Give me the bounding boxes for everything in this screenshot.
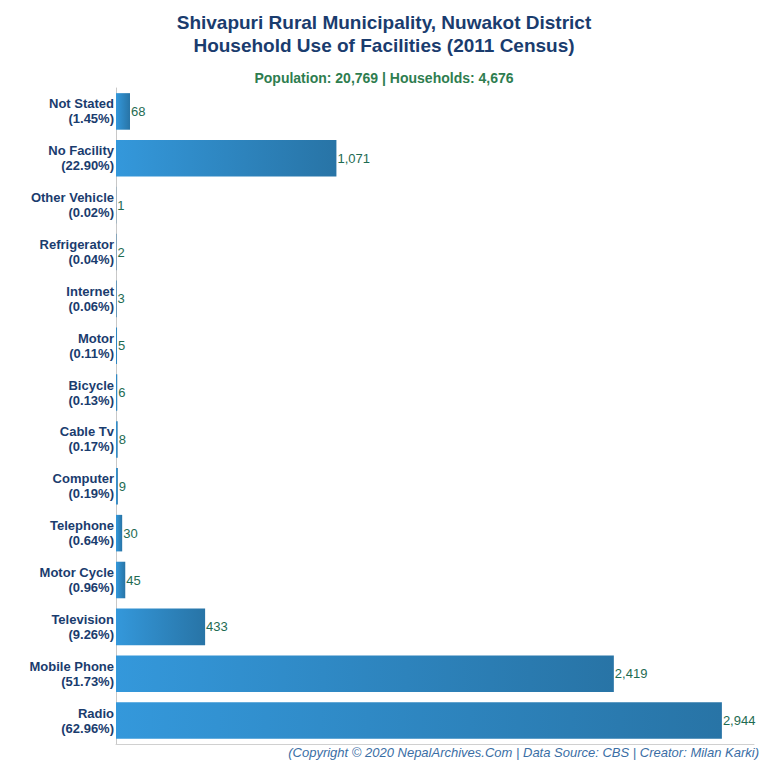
svg-text:Refrigerator: Refrigerator <box>40 237 114 252</box>
svg-text:(0.06%): (0.06%) <box>68 299 114 314</box>
svg-text:8: 8 <box>119 432 126 447</box>
svg-text:(0.11%): (0.11%) <box>69 346 114 361</box>
svg-text:Telephone: Telephone <box>50 518 114 533</box>
svg-text:Radio: Radio <box>78 706 114 721</box>
svg-text:(22.90%): (22.90%) <box>61 158 114 173</box>
svg-text:Mobile Phone: Mobile Phone <box>30 659 115 674</box>
svg-text:Household Use of Facilities (2: Household Use of Facilities (2011 Census… <box>193 35 574 56</box>
svg-text:Computer: Computer <box>53 471 114 486</box>
svg-text:(1.45%): (1.45%) <box>68 111 114 126</box>
svg-text:Internet: Internet <box>66 284 114 299</box>
svg-text:2,419: 2,419 <box>615 666 648 681</box>
svg-text:(0.19%): (0.19%) <box>68 486 114 501</box>
svg-text:(0.13%): (0.13%) <box>68 393 114 408</box>
svg-text:Bicycle: Bicycle <box>68 378 114 393</box>
svg-text:3: 3 <box>118 291 125 306</box>
svg-text:5: 5 <box>118 338 125 353</box>
svg-text:(0.02%): (0.02%) <box>68 205 114 220</box>
svg-text:Not Stated: Not Stated <box>49 96 114 111</box>
svg-text:45: 45 <box>126 573 140 588</box>
svg-text:(0.17%): (0.17%) <box>68 439 114 454</box>
svg-text:30: 30 <box>123 526 137 541</box>
svg-text:(51.73%): (51.73%) <box>61 674 114 689</box>
svg-text:433: 433 <box>206 619 228 634</box>
svg-text:Shivapuri Rural Municipality,: Shivapuri Rural Municipality, Nuwakot Di… <box>177 12 592 33</box>
svg-text:9: 9 <box>119 479 126 494</box>
svg-text:(0.96%): (0.96%) <box>68 580 114 595</box>
svg-text:1,071: 1,071 <box>337 151 370 166</box>
svg-text:(62.96%): (62.96%) <box>61 721 114 736</box>
svg-text:Cable Tv: Cable Tv <box>60 424 115 439</box>
svg-text:2,944: 2,944 <box>723 713 756 728</box>
svg-text:Other Vehicle: Other Vehicle <box>31 190 114 205</box>
svg-text:Motor: Motor <box>78 331 114 346</box>
svg-text:(0.04%): (0.04%) <box>68 252 114 267</box>
svg-text:No Facility: No Facility <box>48 143 115 158</box>
svg-text:Television: Television <box>51 612 114 627</box>
svg-text:6: 6 <box>118 385 125 400</box>
svg-text:1: 1 <box>117 198 124 213</box>
svg-text:Population: 20,769 | Household: Population: 20,769 | Households: 4,676 <box>254 70 513 86</box>
svg-text:(0.64%): (0.64%) <box>68 533 114 548</box>
svg-text:(Copyright © 2020 NepalArchive: (Copyright © 2020 NepalArchives.Com | Da… <box>288 745 759 760</box>
svg-text:(9.26%): (9.26%) <box>68 627 114 642</box>
svg-text:2: 2 <box>117 245 124 260</box>
svg-text:68: 68 <box>131 104 145 119</box>
svg-text:Motor Cycle: Motor Cycle <box>40 565 114 580</box>
